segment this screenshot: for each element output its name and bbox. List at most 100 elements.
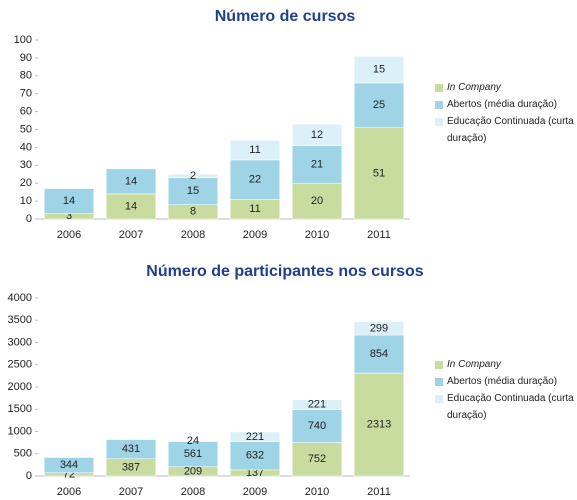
data-label: 3 xyxy=(66,210,72,222)
bar-segment xyxy=(291,145,343,184)
bar-segment xyxy=(291,123,343,146)
data-label: 15 xyxy=(187,185,199,197)
chart-title: Número de cursos xyxy=(215,8,356,25)
bar-segment xyxy=(167,440,219,442)
data-label: 11 xyxy=(249,144,260,156)
data-label: 14 xyxy=(63,195,75,207)
y-tick-label: 1500 xyxy=(8,403,32,415)
data-label: 22 xyxy=(249,174,261,186)
data-label: 20 xyxy=(311,195,323,207)
x-tick-label: 2008 xyxy=(181,229,205,241)
y-tick-label: 40 xyxy=(20,141,32,153)
data-label: 2313 xyxy=(367,418,391,430)
x-tick-label: 2010 xyxy=(305,229,329,241)
data-label: 14 xyxy=(125,175,137,187)
bar-segment xyxy=(353,127,405,220)
bar-segment xyxy=(291,182,343,220)
data-label: 221 xyxy=(246,431,264,443)
legend-item: Abertos (média duração) xyxy=(447,99,558,110)
x-tick-label: 2011 xyxy=(367,229,391,241)
data-label: 221 xyxy=(308,399,326,411)
y-tick-label: 500 xyxy=(14,448,32,460)
y-tick-label: 100 xyxy=(14,34,32,46)
legend-swatch xyxy=(435,395,443,403)
bar-segment xyxy=(167,177,219,205)
y-tick-label: 0 xyxy=(26,213,32,225)
data-label: 15 xyxy=(373,63,385,75)
x-tick-label: 2006 xyxy=(57,486,81,498)
y-tick-label: 3000 xyxy=(8,336,32,348)
data-label: 209 xyxy=(184,465,202,477)
data-label: 431 xyxy=(122,443,140,455)
data-label: 51 xyxy=(373,167,385,179)
legend-item: Educação Continuada (curta duração) xyxy=(447,393,574,421)
legend-label: In Company xyxy=(447,359,501,370)
legend-label: Abertos (média duração) xyxy=(447,99,558,110)
data-label: 25 xyxy=(373,99,385,111)
bar-segment xyxy=(291,442,343,477)
y-tick-label: 50 xyxy=(20,123,32,135)
x-tick-label: 2007 xyxy=(119,486,143,498)
y-tick-label: 70 xyxy=(20,88,32,100)
bar-segment xyxy=(105,168,157,195)
x-tick-label: 2011 xyxy=(367,486,391,498)
legend-label: Educação Continuada (curta duração) xyxy=(447,116,574,144)
chart-title: Número de participantes nos cursos xyxy=(146,263,424,280)
data-label: 752 xyxy=(308,453,326,465)
data-label: 2 xyxy=(190,170,196,182)
legend-label: Abertos (média duração) xyxy=(447,376,558,387)
data-label: 561 xyxy=(184,448,202,460)
bar-segment xyxy=(229,139,281,161)
y-tick-label: 3500 xyxy=(8,314,32,326)
bar-segment xyxy=(229,159,281,200)
data-label: 21 xyxy=(311,158,323,170)
y-tick-label: 2000 xyxy=(8,381,32,393)
y-tick-label: 20 xyxy=(20,177,32,189)
legend-swatch xyxy=(435,118,443,126)
data-label: 299 xyxy=(370,322,388,334)
y-tick-label: 60 xyxy=(20,106,32,118)
data-label: 12 xyxy=(311,129,323,141)
x-tick-label: 2007 xyxy=(119,229,143,241)
legend-item: Abertos (média duração) xyxy=(447,376,558,387)
bar-segment xyxy=(105,193,157,220)
x-tick-label: 2006 xyxy=(57,229,81,241)
data-label: 24 xyxy=(187,435,199,447)
y-tick-label: 2500 xyxy=(8,359,32,371)
data-label: 11 xyxy=(249,203,260,215)
data-label: 387 xyxy=(122,461,140,473)
x-tick-label: 2010 xyxy=(305,486,329,498)
y-tick-label: 10 xyxy=(20,195,32,207)
bar-segment xyxy=(291,399,343,410)
legend-label: Educação Continuada (curta duração) xyxy=(447,393,574,421)
data-label: 344 xyxy=(60,459,78,471)
bar-segment xyxy=(353,372,405,477)
bar-segment xyxy=(353,55,405,84)
bar-segment xyxy=(167,174,219,179)
bar-segment xyxy=(229,431,281,443)
y-tick-label: 4000 xyxy=(8,292,32,304)
x-tick-label: 2009 xyxy=(243,486,267,498)
legend-swatch xyxy=(435,378,443,386)
bar-segment xyxy=(353,321,405,336)
legend-swatch xyxy=(435,101,443,109)
bar-segment xyxy=(167,441,219,467)
data-label: 8 xyxy=(190,206,196,218)
data-label: 740 xyxy=(308,420,326,432)
bar-segment xyxy=(43,188,95,214)
bar-segment xyxy=(43,457,95,474)
legend-item: Educação Continuada (curta duração) xyxy=(447,116,574,144)
x-tick-label: 2008 xyxy=(181,486,205,498)
legend-swatch xyxy=(435,84,443,92)
legend-item: In Company xyxy=(447,359,501,370)
data-label: 632 xyxy=(246,450,264,462)
bar-segment xyxy=(353,82,405,128)
legend-item: In Company xyxy=(447,82,501,93)
legend-label: In Company xyxy=(447,82,501,93)
bar-segment xyxy=(105,439,157,460)
y-tick-label: 90 xyxy=(20,52,32,64)
data-label: 854 xyxy=(370,348,388,360)
y-tick-label: 80 xyxy=(20,70,32,82)
data-label: 14 xyxy=(125,200,137,212)
